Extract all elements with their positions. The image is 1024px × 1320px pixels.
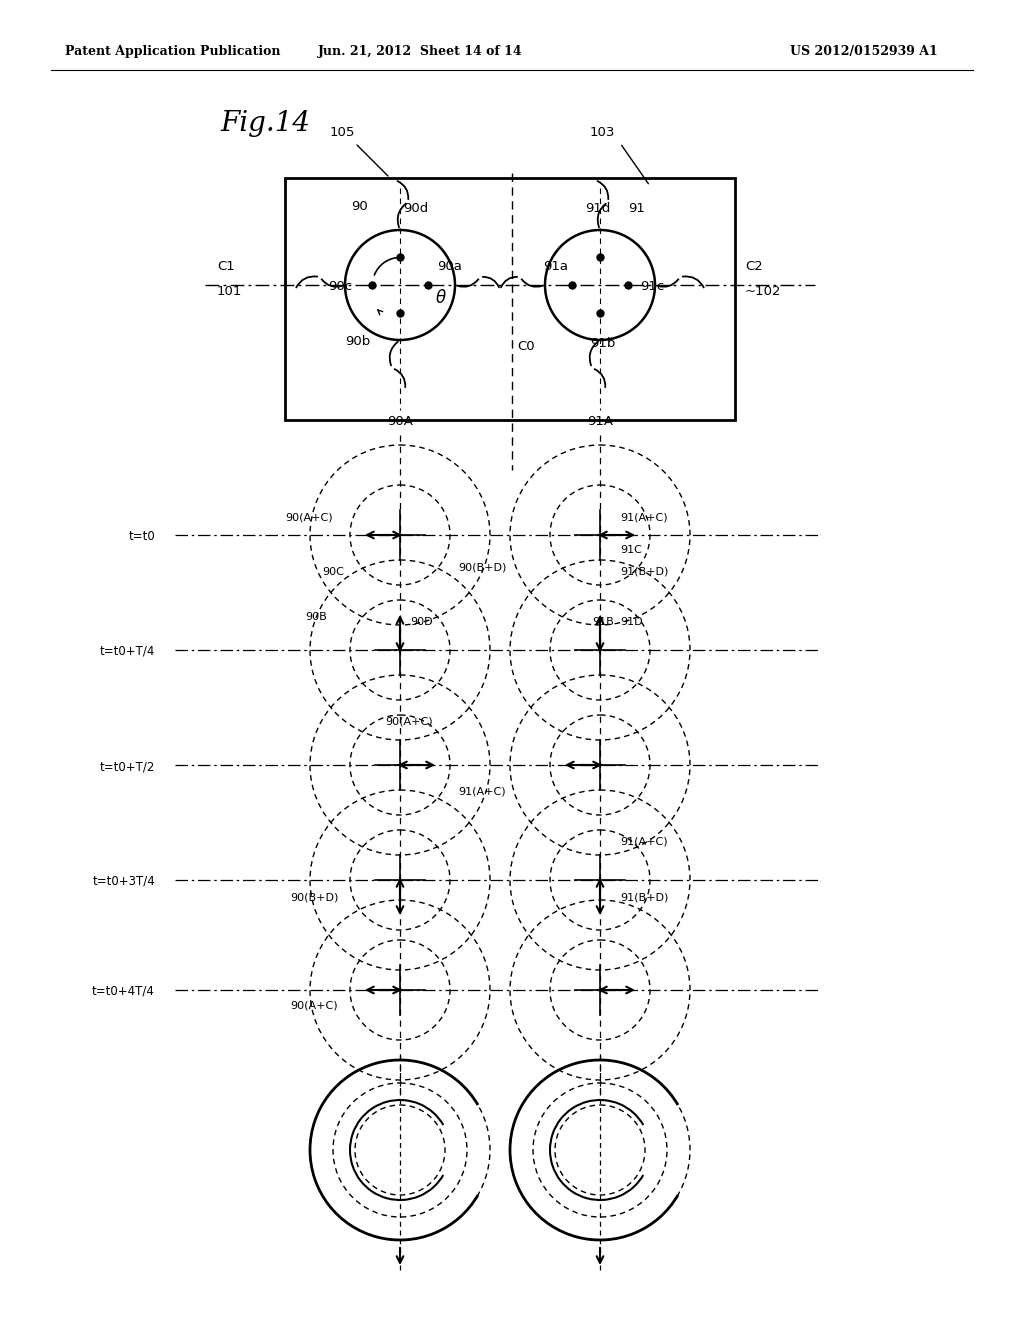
- Text: 90b: 90b: [345, 335, 371, 348]
- Text: 91D: 91D: [620, 616, 643, 627]
- Text: 90c: 90c: [328, 280, 352, 293]
- Text: t=t0+T/4: t=t0+T/4: [99, 645, 155, 657]
- Text: 91d: 91d: [585, 202, 610, 215]
- Bar: [285, 178, 735, 420]
- Text: 90: 90: [351, 201, 369, 213]
- Text: 91B: 91B: [592, 616, 613, 627]
- Text: 90(B+D): 90(B+D): [458, 562, 507, 572]
- Text: 90C: 90C: [322, 568, 344, 577]
- Text: 101: 101: [217, 285, 243, 298]
- Text: 90a: 90a: [437, 260, 462, 273]
- Text: 91(A+C): 91(A+C): [620, 837, 668, 847]
- Text: 90d: 90d: [403, 202, 428, 215]
- Text: ~102: ~102: [745, 285, 781, 298]
- Text: C2: C2: [745, 260, 763, 273]
- Text: Patent Application Publication: Patent Application Publication: [65, 45, 281, 58]
- Text: 91b: 91b: [590, 337, 615, 350]
- Text: 103: 103: [590, 125, 615, 139]
- Text: 91(B+D): 91(B+D): [620, 568, 669, 577]
- Text: 91C: 91C: [620, 545, 642, 554]
- Text: 90(A+C): 90(A+C): [285, 512, 333, 521]
- Text: 90D: 90D: [410, 616, 432, 627]
- Text: 91: 91: [628, 202, 645, 215]
- Text: 91A: 91A: [587, 414, 613, 428]
- Text: t=t0: t=t0: [128, 531, 155, 543]
- Text: t=t0+4T/4: t=t0+4T/4: [92, 985, 155, 998]
- Text: t=t0+3T/4: t=t0+3T/4: [92, 875, 155, 888]
- Text: 90B: 90B: [305, 612, 327, 622]
- Text: 90A: 90A: [387, 414, 413, 428]
- Text: 105: 105: [330, 125, 355, 139]
- Text: 91a: 91a: [543, 260, 568, 273]
- Text: 91c: 91c: [640, 280, 665, 293]
- Text: US 2012/0152939 A1: US 2012/0152939 A1: [790, 45, 938, 58]
- Text: 90(B+D): 90(B+D): [290, 892, 338, 902]
- Text: $\theta$: $\theta$: [435, 289, 446, 308]
- Text: 91(A+C): 91(A+C): [620, 512, 668, 521]
- Text: t=t0+T/2: t=t0+T/2: [99, 760, 155, 774]
- Text: 90(A+C): 90(A+C): [290, 1001, 338, 1010]
- Text: C1: C1: [217, 260, 234, 273]
- Text: C0: C0: [517, 341, 535, 352]
- Text: 91(B+D): 91(B+D): [620, 892, 669, 902]
- Text: 91(A+C): 91(A+C): [458, 787, 506, 797]
- Text: Jun. 21, 2012  Sheet 14 of 14: Jun. 21, 2012 Sheet 14 of 14: [317, 45, 522, 58]
- Text: Fig.14: Fig.14: [220, 110, 310, 137]
- Text: 90(A+C): 90(A+C): [385, 717, 432, 727]
